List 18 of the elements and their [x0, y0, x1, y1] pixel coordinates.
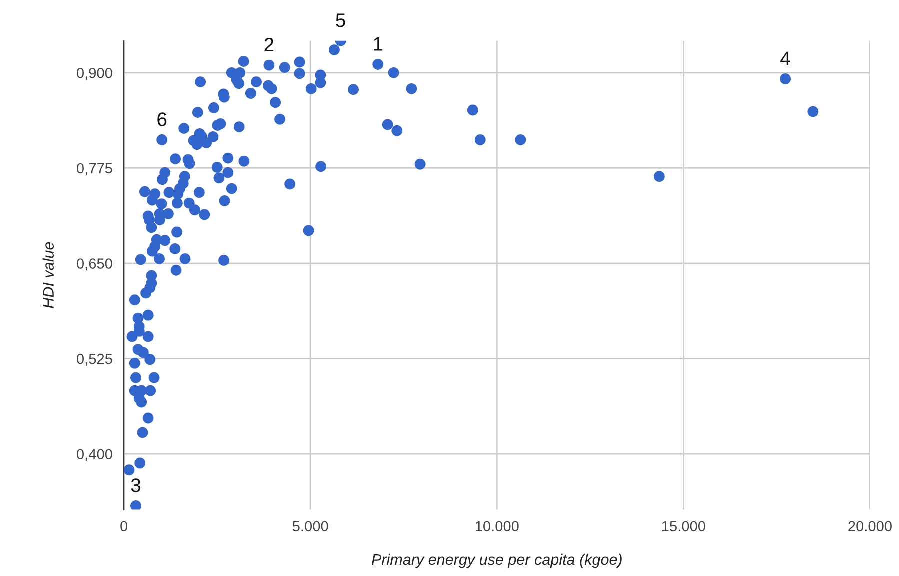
annotation: 3 — [131, 478, 141, 492]
annotation: 2 — [264, 38, 274, 52]
y-axis-title: HDI value — [42, 242, 54, 308]
annotation: 1 — [374, 37, 383, 51]
y-tick-label: 0,775 — [77, 163, 112, 176]
annotation: 4 — [780, 52, 790, 66]
x-axis-title: Primary energy use per capita (kgoe) — [372, 554, 622, 568]
y-tick-label: 0,400 — [77, 449, 112, 462]
x-tick-label: 20.000 — [848, 521, 892, 532]
y-tick-label: 0,525 — [77, 354, 112, 366]
x-tick-label: 0 — [120, 521, 128, 532]
x-tick-label: 5.000 — [292, 521, 328, 532]
y-tick-label: 0,650 — [77, 258, 112, 271]
y-tick-label: 0,900 — [77, 68, 112, 80]
x-tick-label: 10.000 — [476, 521, 519, 532]
annotation: 5 — [336, 14, 346, 28]
annotation: 6 — [158, 112, 167, 126]
x-tick-label: 15.000 — [662, 521, 706, 532]
